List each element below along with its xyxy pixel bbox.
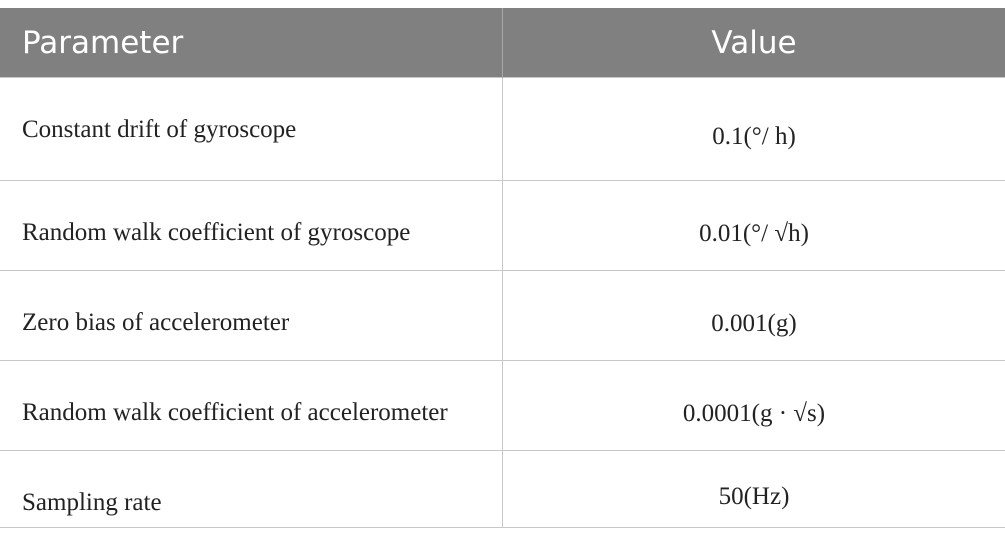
table-row: Constant drift of gyroscope 0.1(°/ h)	[0, 77, 1005, 181]
table-row: Random walk coefficient of accelerometer…	[0, 360, 1005, 451]
value-cell: 0.1(°/ h)	[502, 77, 1005, 181]
parameter-cell: Sampling rate	[0, 450, 503, 528]
header-row: Parameter Value	[0, 8, 1005, 78]
parameter-cell: Constant drift of gyroscope	[0, 77, 503, 181]
table-row: Sampling rate 50(Hz)	[0, 450, 1005, 528]
value-cell: 50(Hz)	[502, 450, 1005, 528]
table-row: Random walk coefficient of gyroscope 0.01…	[0, 180, 1005, 271]
header-cell: Parameter	[0, 8, 503, 78]
parameter-cell: Random walk coefficient of accelerometer	[0, 360, 503, 451]
parameter-table: Parameter Value Constant drift of gyrosc…	[0, 8, 1005, 528]
value-cell: 0.0001(g · √s)	[502, 360, 1005, 451]
value-cell: 0.001(g)	[502, 270, 1005, 361]
value-cell: 0.01(°/ √h)	[502, 180, 1005, 271]
table-row: Zero bias of accelerometer 0.001(g)	[0, 270, 1005, 361]
table-body: Constant drift of gyroscope 0.1(°/ h) Rand…	[0, 77, 1005, 528]
parameter-cell: Random walk coefficient of gyroscope	[0, 180, 503, 271]
parameter-cell: Zero bias of accelerometer	[0, 270, 503, 361]
header-cell: Value	[502, 8, 1005, 78]
